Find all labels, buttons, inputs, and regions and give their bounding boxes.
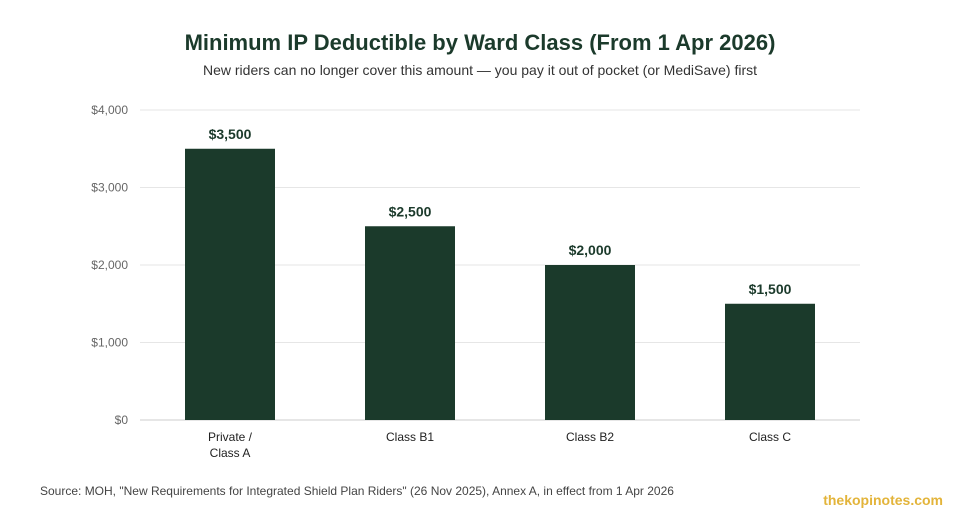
bar-chart: $0 $1,000 $2,000 $3,000 $4,000 $3,500 Private … xyxy=(91,103,860,460)
x-tick-label: Private / xyxy=(208,430,253,444)
x-tick-label: Class A xyxy=(210,446,251,460)
bar xyxy=(365,226,455,420)
y-tick-label: $0 xyxy=(115,413,129,427)
chart-title: Minimum IP Deductible by Ward Class (Fro… xyxy=(184,30,776,55)
y-tick-label: $4,000 xyxy=(91,103,128,117)
bar xyxy=(725,303,815,420)
y-tick-label: $2,000 xyxy=(91,258,128,272)
bar-value-label: $3,500 xyxy=(209,126,252,142)
bar-value-label: $2,000 xyxy=(569,242,612,258)
x-tick-label: Class C xyxy=(749,430,791,444)
bar xyxy=(185,148,275,420)
bar-value-label: $1,500 xyxy=(749,281,792,297)
bar-value-label: $2,500 xyxy=(389,203,432,219)
brand-watermark: thekopinotes.com xyxy=(823,492,943,508)
y-tick-label: $1,000 xyxy=(91,336,128,350)
y-tick-label: $3,000 xyxy=(91,181,128,195)
bar xyxy=(545,265,635,420)
source-note: Source: MOH, "New Requirements for Integ… xyxy=(40,484,674,498)
x-tick-label: Class B1 xyxy=(386,430,434,444)
chart-subtitle: New riders can no longer cover this amou… xyxy=(202,62,758,78)
x-tick-label: Class B2 xyxy=(566,430,614,444)
